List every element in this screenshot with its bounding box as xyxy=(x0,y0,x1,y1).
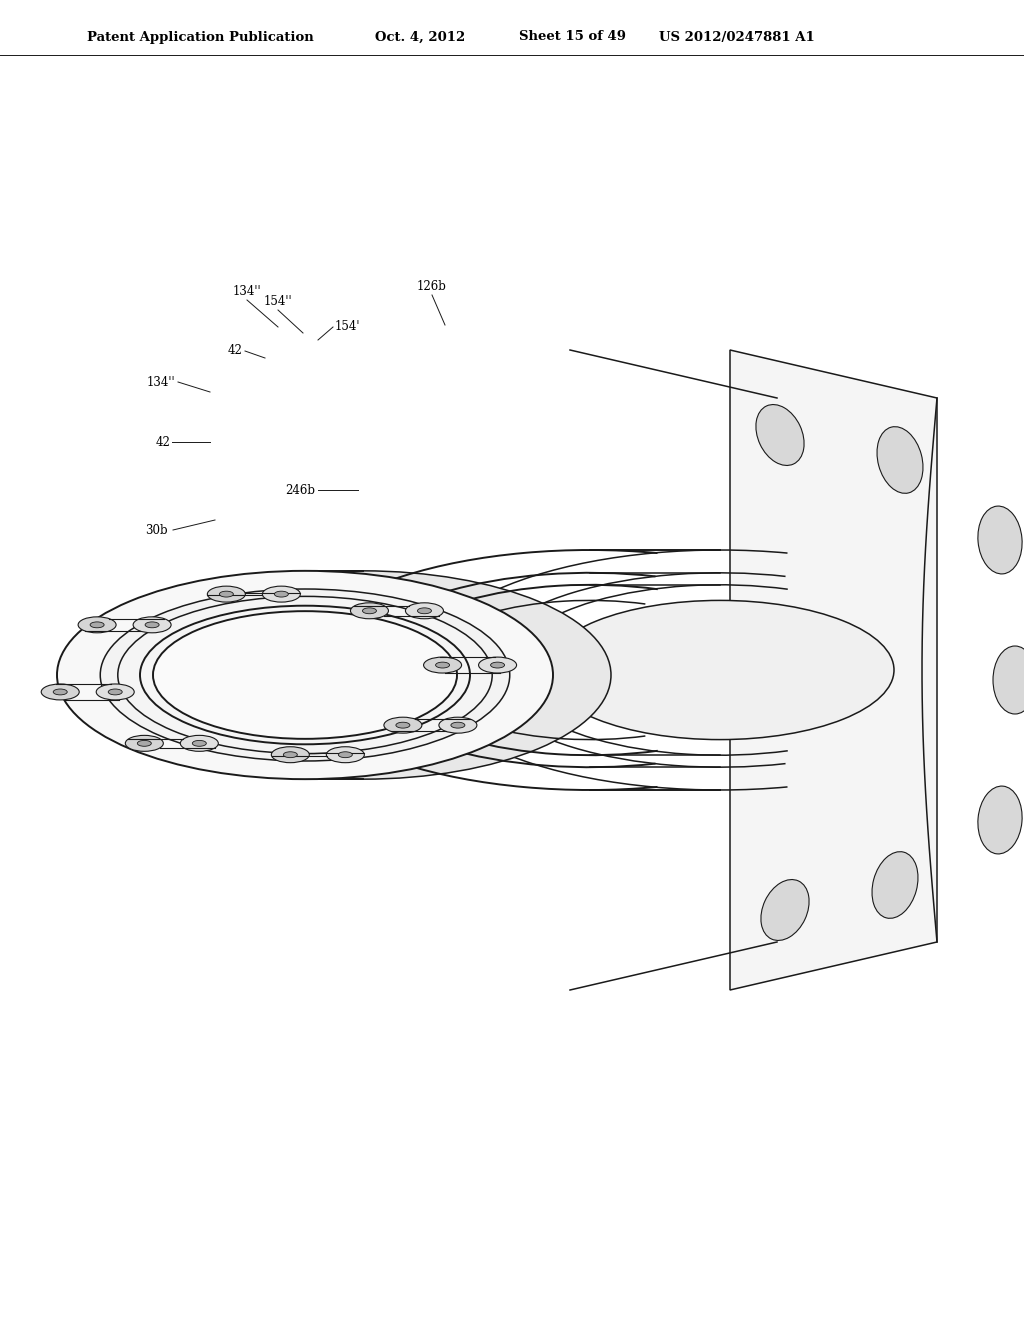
Ellipse shape xyxy=(424,657,462,673)
Ellipse shape xyxy=(109,689,122,694)
Text: 154': 154' xyxy=(335,321,360,334)
Text: 126b: 126b xyxy=(417,280,446,293)
Ellipse shape xyxy=(435,663,450,668)
Ellipse shape xyxy=(133,616,171,632)
Ellipse shape xyxy=(451,722,465,729)
Ellipse shape xyxy=(271,747,309,763)
Ellipse shape xyxy=(180,735,218,751)
Ellipse shape xyxy=(115,570,611,779)
Ellipse shape xyxy=(145,622,159,628)
Ellipse shape xyxy=(41,684,79,700)
Ellipse shape xyxy=(262,586,300,602)
Ellipse shape xyxy=(78,616,116,632)
Text: 154'': 154'' xyxy=(264,294,292,308)
Ellipse shape xyxy=(193,741,206,746)
Text: 42: 42 xyxy=(228,345,243,358)
Ellipse shape xyxy=(118,597,493,754)
Ellipse shape xyxy=(396,722,410,729)
Ellipse shape xyxy=(756,404,804,466)
Text: 134'': 134'' xyxy=(146,375,175,388)
Ellipse shape xyxy=(406,603,443,619)
Ellipse shape xyxy=(53,689,68,694)
Ellipse shape xyxy=(211,611,515,739)
Ellipse shape xyxy=(439,717,477,733)
Text: FIG. 14: FIG. 14 xyxy=(822,586,848,694)
Ellipse shape xyxy=(872,851,918,919)
Ellipse shape xyxy=(207,586,246,602)
Ellipse shape xyxy=(546,601,894,739)
Text: 246b: 246b xyxy=(285,483,315,496)
Text: Patent Application Publication: Patent Application Publication xyxy=(87,30,313,44)
Ellipse shape xyxy=(57,570,553,779)
Ellipse shape xyxy=(100,589,510,762)
Ellipse shape xyxy=(125,735,163,751)
Ellipse shape xyxy=(350,603,388,619)
Ellipse shape xyxy=(478,657,516,673)
Ellipse shape xyxy=(274,591,289,597)
Ellipse shape xyxy=(978,787,1022,854)
Ellipse shape xyxy=(284,752,297,758)
Ellipse shape xyxy=(761,879,809,940)
Ellipse shape xyxy=(140,606,470,744)
Ellipse shape xyxy=(219,591,233,597)
Text: Sheet 15 of 49: Sheet 15 of 49 xyxy=(519,30,626,44)
Polygon shape xyxy=(730,350,937,990)
Ellipse shape xyxy=(362,607,377,614)
Ellipse shape xyxy=(418,607,431,614)
Ellipse shape xyxy=(338,752,352,758)
Ellipse shape xyxy=(137,741,152,746)
Ellipse shape xyxy=(490,663,505,668)
Text: US 2012/0247881 A1: US 2012/0247881 A1 xyxy=(659,30,815,44)
Ellipse shape xyxy=(978,506,1022,574)
Ellipse shape xyxy=(327,747,365,763)
Ellipse shape xyxy=(993,645,1024,714)
Ellipse shape xyxy=(198,606,528,744)
Text: Oct. 4, 2012: Oct. 4, 2012 xyxy=(375,30,465,44)
Ellipse shape xyxy=(877,426,923,494)
Text: 42: 42 xyxy=(155,436,170,449)
Ellipse shape xyxy=(153,611,457,739)
Ellipse shape xyxy=(384,717,422,733)
Text: 134'': 134'' xyxy=(232,285,261,298)
Ellipse shape xyxy=(96,684,134,700)
Ellipse shape xyxy=(90,622,104,628)
Text: 30b: 30b xyxy=(145,524,168,536)
